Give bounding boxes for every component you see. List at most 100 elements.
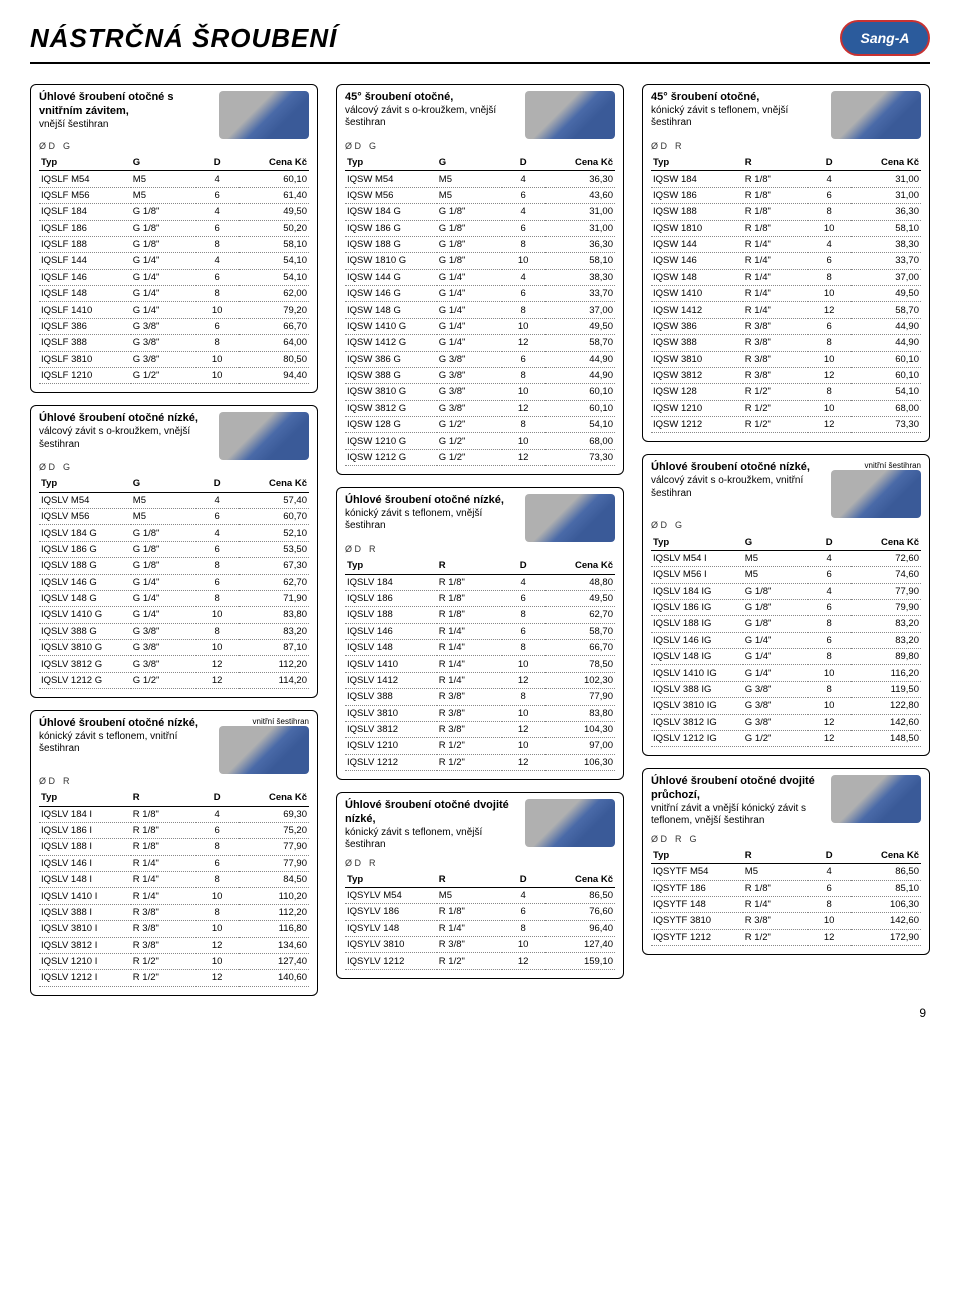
table-row: IQSW M56M5643,60 xyxy=(345,187,615,203)
table-row: IQSW 184 GG 1/8"431,00 xyxy=(345,204,615,220)
table-header: G xyxy=(437,155,502,171)
table-header: R xyxy=(131,790,196,806)
table-row: IQSLF 3810G 3/8"1080,50 xyxy=(39,351,309,367)
table-row: IQSLF 184G 1/8"449,50 xyxy=(39,204,309,220)
table-row: IQSLV 1212 IR 1/2"12140,60 xyxy=(39,970,309,986)
table-header: D xyxy=(808,848,851,864)
table-row: IQSLV 184 IR 1/8"469,30 xyxy=(39,806,309,822)
box-sub: válcový závit s o-kroužkem, vnitřní šest… xyxy=(651,475,825,500)
table-header: D xyxy=(196,155,239,171)
table-row: IQSLF 1410G 1/4"1079,20 xyxy=(39,302,309,318)
table-row: IQSLV 184 GG 1/8"452,10 xyxy=(39,525,309,541)
table-header: Typ xyxy=(651,848,743,864)
table-row: IQSLV 3812R 3/8"12104,30 xyxy=(345,721,615,737)
table-header: Typ xyxy=(345,872,437,888)
table-row: IQSW 1810R 1/8"1058,10 xyxy=(651,220,921,236)
page-header: NÁSTRČNÁ ŠROUBENÍ Sang-A xyxy=(30,20,930,64)
table-row: IQSW 388 GG 3/8"844,90 xyxy=(345,367,615,383)
table-row: IQSW 1412R 1/4"1258,70 xyxy=(651,302,921,318)
table-row: IQSLV 3810 IGG 3/8"10122,80 xyxy=(651,698,921,714)
table: TypRDCena KčIQSW 184R 1/8"431,00IQSW 186… xyxy=(651,155,921,433)
table-row: IQSLV 1410 GG 1/4"1083,80 xyxy=(39,607,309,623)
table-row: IQSYLV 186R 1/8"676,60 xyxy=(345,904,615,920)
table-header: Typ xyxy=(651,155,743,171)
table-row: IQSW 146R 1/4"633,70 xyxy=(651,253,921,269)
table-header: D xyxy=(502,558,545,574)
table-header: G xyxy=(743,534,808,550)
table: TypRDCena KčIQSYTF M54M5486,50IQSYTF 186… xyxy=(651,848,921,946)
table-row: IQSLV M54 IM5472,60 xyxy=(651,550,921,566)
col-3: 45° šroubení otočné, kónický závit s tef… xyxy=(642,84,930,996)
table-row: IQSYLV 1212R 1/2"12159,10 xyxy=(345,953,615,969)
table-row: IQSYTF 186R 1/8"685,10 xyxy=(651,880,921,896)
table-row: IQSLV 146 IGG 1/4"683,20 xyxy=(651,632,921,648)
table-row: IQSLV 3812 IGG 3/8"12142,60 xyxy=(651,714,921,730)
table-header: D xyxy=(502,155,545,171)
box-sub: vnější šestihran xyxy=(39,119,213,132)
table-header: R xyxy=(743,848,808,864)
table-row: IQSLF 188G 1/8"858,10 xyxy=(39,236,309,252)
table-header: D xyxy=(196,476,239,492)
table-row: IQSYTF M54M5486,50 xyxy=(651,864,921,880)
table-header: Typ xyxy=(345,155,437,171)
box-title: Úhlové šroubení otočné nízké, xyxy=(39,412,213,426)
table-row: IQSLV 186R 1/8"649,50 xyxy=(345,590,615,606)
table-row: IQSLV 148 GG 1/4"871,90 xyxy=(39,590,309,606)
table-row: IQSW 186R 1/8"631,00 xyxy=(651,187,921,203)
table-row: IQSLV 1210 IR 1/2"10127,40 xyxy=(39,953,309,969)
box-iqsw-r: 45° šroubení otočné, kónický závit s tef… xyxy=(642,84,930,442)
table-row: IQSW 1212R 1/2"1273,30 xyxy=(651,417,921,433)
page-title: NÁSTRČNÁ ŠROUBENÍ xyxy=(30,23,337,54)
table-row: IQSLV 186 IGG 1/8"679,90 xyxy=(651,599,921,615)
box-title: Úhlové šroubení otočné dvojité nízké, xyxy=(345,799,519,827)
table-row: IQSLV M54M5457,40 xyxy=(39,492,309,508)
table: TypGDCena KčIQSW M54M5436,30IQSW M56M564… xyxy=(345,155,615,466)
table-header: Cena Kč xyxy=(239,476,309,492)
table-header: D xyxy=(808,155,851,171)
table-row: IQSW 388R 3/8"844,90 xyxy=(651,335,921,351)
table-header: Cena Kč xyxy=(239,790,309,806)
table-row: IQSLF 148G 1/4"862,00 xyxy=(39,286,309,302)
table-header: D xyxy=(196,790,239,806)
table-row: IQSLV 388R 3/8"877,90 xyxy=(345,689,615,705)
table: TypGDCena KčIQSLV M54 IM5472,60IQSLV M56… xyxy=(651,534,921,747)
table-row: IQSW 144 GG 1/4"438,30 xyxy=(345,269,615,285)
fitting-image xyxy=(219,91,309,139)
table-row: IQSYLV 148R 1/4"896,40 xyxy=(345,920,615,936)
table-row: IQSW 146 GG 1/4"633,70 xyxy=(345,286,615,302)
table-row: IQSYTF 3810R 3/8"10142,60 xyxy=(651,913,921,929)
box-iqsw-g: 45° šroubení otočné, válcový závit s o-k… xyxy=(336,84,624,475)
table-row: IQSW 1412 GG 1/4"1258,70 xyxy=(345,335,615,351)
table-row: IQSW 3810 GG 3/8"1060,10 xyxy=(345,384,615,400)
table-row: IQSLF 186G 1/8"650,20 xyxy=(39,220,309,236)
table-row: IQSLV 1410R 1/4"1078,50 xyxy=(345,656,615,672)
table-row: IQSLV 184 IGG 1/8"477,90 xyxy=(651,583,921,599)
table-row: IQSLV 146 IR 1/4"677,90 xyxy=(39,855,309,871)
table-header: Typ xyxy=(651,534,743,550)
table-row: IQSLV 148R 1/4"866,70 xyxy=(345,640,615,656)
table-row: IQSLF 388G 3/8"864,00 xyxy=(39,335,309,351)
table-row: IQSW 186 GG 1/8"631,00 xyxy=(345,220,615,236)
box-sub: kónický závit s teflonem, vnější šestihr… xyxy=(651,105,825,130)
table-row: IQSLV 1212 IGG 1/2"12148,50 xyxy=(651,730,921,746)
table-row: IQSLF 144G 1/4"454,10 xyxy=(39,253,309,269)
table-row: IQSLV 186 IR 1/8"675,20 xyxy=(39,822,309,838)
table-row: IQSLV 188 GG 1/8"867,30 xyxy=(39,558,309,574)
table-row: IQSLV 1412R 1/4"12102,30 xyxy=(345,672,615,688)
table-header: G xyxy=(131,155,196,171)
inner-hex-tag: vnitřní šestihran xyxy=(825,461,921,470)
fitting-image xyxy=(831,775,921,823)
table: TypGDCena KčIQSLV M54M5457,40IQSLV M56M5… xyxy=(39,476,309,689)
box-sub: kónický závit s teflonem, vnější šestihr… xyxy=(345,827,519,852)
table-row: IQSLF 386G 3/8"666,70 xyxy=(39,318,309,334)
table-row: IQSW 128 GG 1/2"854,10 xyxy=(345,417,615,433)
table-row: IQSW 3812 GG 3/8"1260,10 xyxy=(345,400,615,416)
table-row: IQSLV 388 IGG 3/8"8119,50 xyxy=(651,681,921,697)
table-row: IQSLV 3810 GG 3/8"1087,10 xyxy=(39,640,309,656)
table-row: IQSW 386 GG 3/8"644,90 xyxy=(345,351,615,367)
table: TypRDCena KčIQSLV 184R 1/8"448,80IQSLV 1… xyxy=(345,558,615,771)
box-iqsytf: Úhlové šroubení otočné dvojité průchozí,… xyxy=(642,768,930,955)
table-header: D xyxy=(808,534,851,550)
table-row: IQSLV 388 GG 3/8"883,20 xyxy=(39,623,309,639)
table-row: IQSW 1212 GG 1/2"1273,30 xyxy=(345,449,615,465)
